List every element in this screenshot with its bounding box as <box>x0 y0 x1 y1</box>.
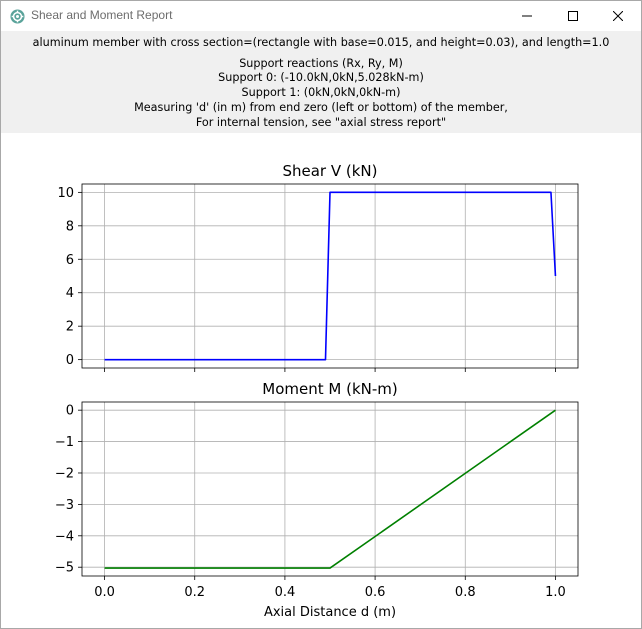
title-bar[interactable]: Shear and Moment Report <box>1 1 641 31</box>
minimize-icon <box>522 15 532 17</box>
report-header: aluminum member with cross section=(rect… <box>1 31 641 133</box>
minimize-button[interactable] <box>504 1 550 31</box>
shear-moment-figure: Shear V (kN) 0 2 4 6 8 10 Moment M (kN-m) −5 −4 −3… <box>55 162 579 620</box>
x-tick-label: 0.2 <box>184 585 205 600</box>
tension-note: For internal tension, see "axial stress … <box>195 116 447 129</box>
x-axis-label: Axial Distance d (m) <box>264 605 396 620</box>
support-1-reaction: Support 1: (0kN,0kN,0kN-m) <box>241 86 401 99</box>
x-tick-label: 1.0 <box>545 585 566 600</box>
y-tick-label: 10 <box>57 186 74 201</box>
chart-panel-2: Moment M (kN-m) −5 −4 −3 −2 −1 0 0.0 0.2 0.4 0.6 0.… <box>55 380 579 620</box>
y-tick-label: 6 <box>66 253 74 268</box>
chart-title: Shear V (kN) <box>282 162 377 180</box>
x-tick-label: 0.0 <box>94 585 115 600</box>
y-tick-label: 2 <box>66 320 74 335</box>
series-line <box>104 191 557 361</box>
support-0-reaction: Support 0: (-10.0kN,0kN,5.028kN-m) <box>218 71 424 84</box>
y-tick-label: −1 <box>55 435 74 450</box>
close-icon <box>613 11 623 21</box>
member-description: aluminum member with cross section=(rect… <box>32 36 610 49</box>
chart-panel-1: Shear V (kN) 0 2 4 6 8 10 <box>57 162 579 372</box>
x-tick-label: 0.4 <box>275 585 296 600</box>
y-tick-label: 0 <box>66 353 74 368</box>
gear-icon <box>10 9 25 24</box>
y-tick-label: 4 <box>66 286 74 301</box>
chart-title: Moment M (kN-m) <box>262 380 397 398</box>
close-button[interactable] <box>595 1 641 31</box>
y-tick-label: −5 <box>55 561 74 576</box>
axes-frame <box>81 401 579 577</box>
y-tick-label: −4 <box>55 529 74 544</box>
x-tick-label: 0.8 <box>455 585 476 600</box>
maximize-button[interactable] <box>550 1 596 31</box>
axes-frame <box>81 183 579 369</box>
series-line <box>104 409 556 569</box>
window-title: Shear and Moment Report <box>31 8 173 22</box>
y-tick-label: 0 <box>66 404 74 419</box>
chart-area: Shear V (kN) 0 2 4 6 8 10 Moment M (kN-m) −5 −4 −3… <box>1 133 641 628</box>
y-tick-label: 8 <box>66 219 74 234</box>
reactions-title: Support reactions (Rx, Ry, M) <box>239 57 403 70</box>
y-tick-label: −3 <box>55 498 74 513</box>
maximize-icon <box>568 11 578 21</box>
measuring-note: Measuring 'd' (in m) from end zero (left… <box>134 101 508 114</box>
y-tick-label: −2 <box>55 466 74 481</box>
x-tick-label: 0.6 <box>365 585 386 600</box>
